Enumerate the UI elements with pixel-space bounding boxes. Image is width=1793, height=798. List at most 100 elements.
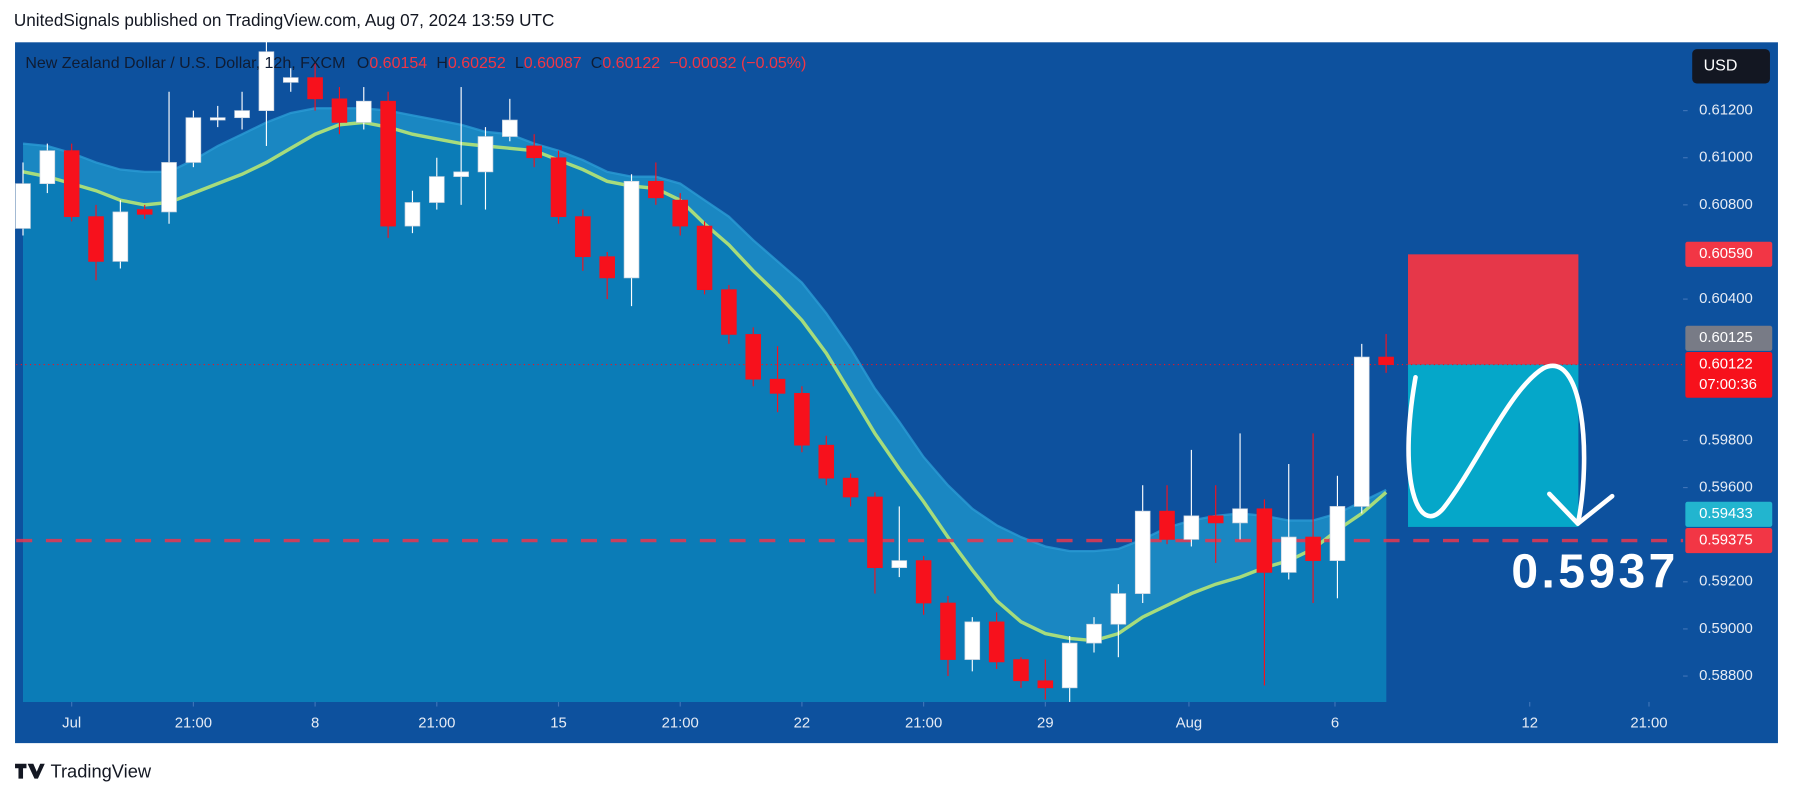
candle-body — [940, 602, 956, 660]
candle-body — [745, 334, 762, 380]
y-tick-label: 0.60400 — [1699, 291, 1753, 307]
candle-body — [63, 150, 80, 217]
currency-box — [1692, 49, 1770, 84]
candle-body — [1329, 506, 1346, 561]
countdown: 07:00:36 — [1699, 377, 1757, 393]
candle-body — [1378, 356, 1394, 365]
price-label-box — [1685, 241, 1773, 267]
price-label: 0.60590 — [1699, 246, 1753, 262]
legend: New Zealand Dollar / U.S. Dollar, 12h, F… — [25, 55, 806, 72]
x-tick-label: 8 — [311, 716, 319, 732]
candle-body — [1037, 680, 1054, 689]
candle-body — [404, 202, 421, 227]
candle-body — [453, 171, 469, 177]
candle-body — [550, 157, 567, 217]
y-tick-label: 0.59800 — [1699, 432, 1753, 448]
candle-body — [429, 176, 445, 203]
x-tick-label: 21:00 — [905, 716, 942, 732]
legend-title: New Zealand Dollar / U.S. Dollar, 12h, F… — [25, 55, 345, 72]
price-label-box — [1685, 501, 1773, 527]
logo — [15, 763, 45, 779]
candle-body — [1280, 536, 1297, 573]
candle-body — [623, 180, 640, 279]
price-label: 0.60125 — [1699, 330, 1753, 346]
candle-body — [331, 98, 348, 123]
candle-body — [88, 216, 104, 262]
candle-body — [721, 289, 737, 335]
candle-body — [234, 110, 250, 119]
legend-key: H — [436, 55, 448, 72]
x-tick-label: 6 — [1331, 716, 1339, 732]
candle-body — [39, 150, 56, 185]
x-tick-label: 21:00 — [418, 716, 455, 732]
logo-mark — [15, 763, 45, 779]
candle-body — [185, 117, 202, 163]
candle-body — [964, 621, 981, 660]
candle-body — [575, 216, 591, 258]
candle-body — [15, 183, 31, 229]
candle-body — [599, 256, 615, 279]
candle-body — [1256, 508, 1273, 573]
legend-value: 0.60122 — [602, 55, 660, 72]
indicator-line — [22, 107, 1387, 553]
y-tick-label: 0.58800 — [1699, 668, 1753, 684]
y-tick-label: 0.60800 — [1699, 197, 1753, 213]
candle-body — [794, 392, 810, 446]
candle-body — [1232, 508, 1248, 524]
x-tick-label: 21:00 — [175, 716, 212, 732]
arrow-head — [1547, 491, 1615, 526]
candle-body — [672, 199, 688, 227]
candle-body — [842, 477, 859, 498]
candle-body — [1110, 593, 1127, 625]
x-tick-label: 29 — [1037, 716, 1054, 732]
candle-body — [769, 378, 786, 394]
target-zone — [1408, 364, 1579, 527]
price-label-box — [1685, 528, 1773, 554]
x-tick-label: 15 — [550, 716, 567, 732]
candle-body — [696, 225, 713, 291]
x-tick-label: Aug — [1176, 716, 1202, 732]
candle-body — [282, 77, 299, 83]
y-tick-label: 0.59000 — [1699, 621, 1753, 637]
legend-value: 0.60252 — [448, 55, 506, 72]
candle-body — [477, 136, 494, 173]
candle-body — [136, 209, 153, 215]
x-tick-label: 12 — [1521, 716, 1538, 732]
arrow-curve — [1406, 363, 1587, 526]
candle-body — [1061, 642, 1078, 689]
x-tick-label: 21:00 — [1630, 716, 1667, 732]
annotation: 0.5937 — [1511, 546, 1678, 599]
candle-body — [818, 444, 835, 479]
candle-body — [112, 211, 129, 262]
candle-body — [526, 145, 542, 159]
candle-body — [1159, 510, 1175, 540]
candle-body — [915, 560, 932, 604]
price-label: 0.60122 — [1699, 357, 1753, 373]
legend-value: 0.60154 — [369, 55, 427, 72]
legend-value: 0.60087 — [524, 55, 582, 72]
candle-body — [502, 119, 518, 137]
candle-body — [1183, 515, 1200, 540]
candle-body — [1305, 536, 1321, 561]
x-tick-label: 21:00 — [662, 716, 699, 732]
candle-body — [380, 100, 396, 227]
currency: USD — [1704, 58, 1738, 75]
price-label-box — [1685, 352, 1773, 398]
legend-key: O — [357, 55, 369, 72]
candle-body — [1134, 510, 1151, 594]
candle-body — [161, 162, 177, 213]
x-tick-label: 22 — [794, 716, 811, 732]
price-label-box — [1685, 325, 1773, 351]
candle-body — [209, 117, 226, 121]
candle-body — [1013, 659, 1029, 682]
footer: TradingView — [50, 761, 151, 782]
y-tick-label: 0.61200 — [1699, 103, 1753, 119]
candle-body — [648, 180, 664, 199]
candle-body — [1353, 356, 1370, 507]
legend-key: C — [591, 55, 603, 72]
legend-change: −0.00032 (−0.05%) — [669, 55, 806, 72]
candle-body — [1086, 623, 1102, 644]
candle-body — [307, 77, 323, 100]
